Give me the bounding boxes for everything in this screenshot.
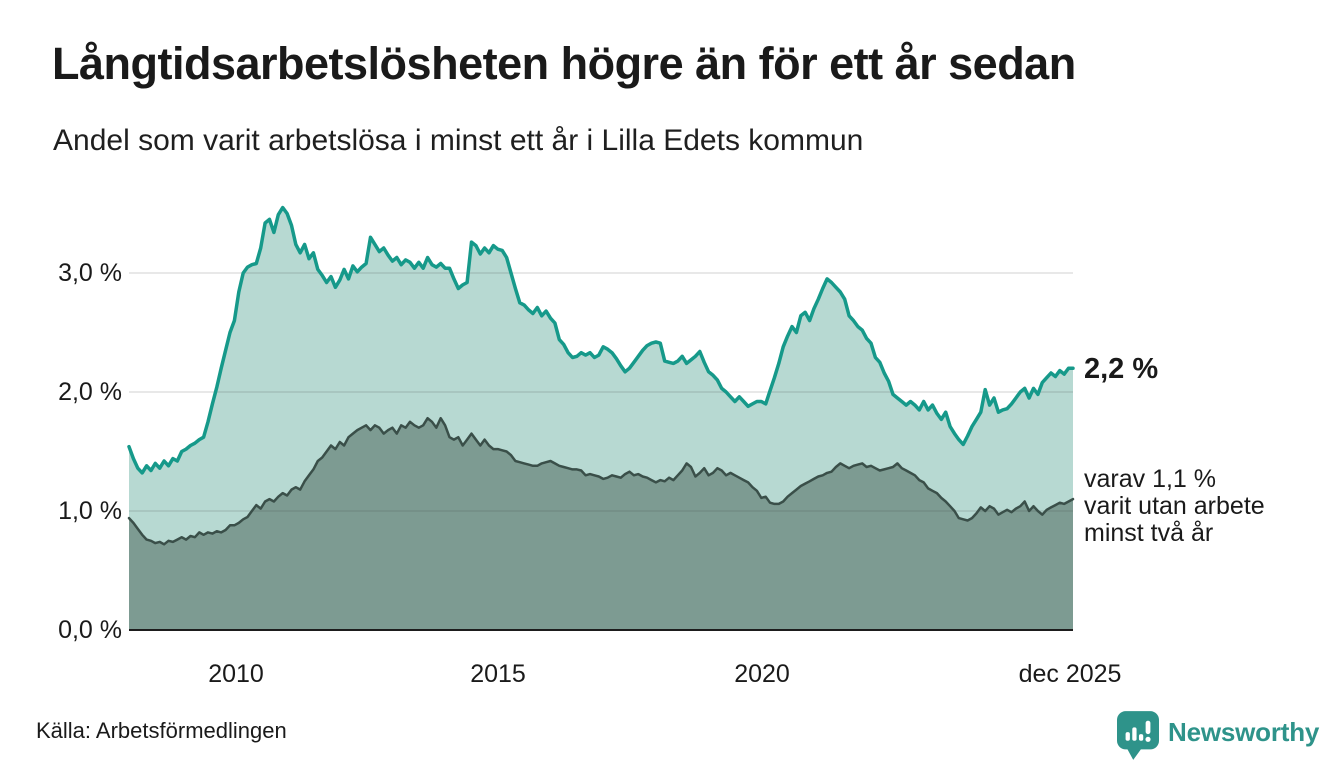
exclamation-bar: [1145, 720, 1151, 735]
bar-3: [1138, 734, 1144, 741]
page-title: Långtidsarbetslösheten högre än för ett …: [52, 38, 1076, 89]
newsworthy-wordmark: Newsworthy: [1168, 717, 1320, 747]
annotation-two-year-share: varav 1,1 % varit utan arbete minst två …: [1084, 466, 1265, 547]
series-1-line: [127, 205, 1075, 475]
page-subtitle: Andel som varit arbetslösa i minst ett å…: [53, 124, 864, 157]
series-2-area: [129, 418, 1073, 630]
exclamation-dot: [1145, 736, 1151, 742]
bar-2: [1132, 727, 1137, 741]
annotation-latest-value: 2,2 %: [1084, 353, 1159, 385]
y-tick-3: 3,0 %: [58, 259, 122, 287]
newsworthy-logo: Newsworthy: [1117, 711, 1319, 761]
x-tick-2015: 2015: [470, 660, 526, 688]
y-tick-0: 0,0 %: [58, 616, 122, 644]
y-tick-2: 2,0 %: [58, 378, 122, 406]
source-note: Källa: Arbetsförmedlingen: [36, 718, 287, 743]
annotation-line-1: varav 1,1 %: [1084, 465, 1217, 493]
x-tick-2010: 2010: [208, 660, 264, 688]
x-tick-2020: 2020: [734, 660, 790, 688]
series-2-line: [127, 416, 1075, 546]
annotation-line-3: minst två år: [1084, 519, 1214, 547]
annotation-line-2: varit utan arbete: [1084, 492, 1265, 520]
bar-1: [1125, 732, 1130, 741]
x-tick-dec-2025: dec 2025: [1018, 660, 1122, 688]
newsworthy-bubble-chart-icon: [1117, 711, 1159, 760]
y-tick-1: 1,0 %: [58, 497, 122, 525]
